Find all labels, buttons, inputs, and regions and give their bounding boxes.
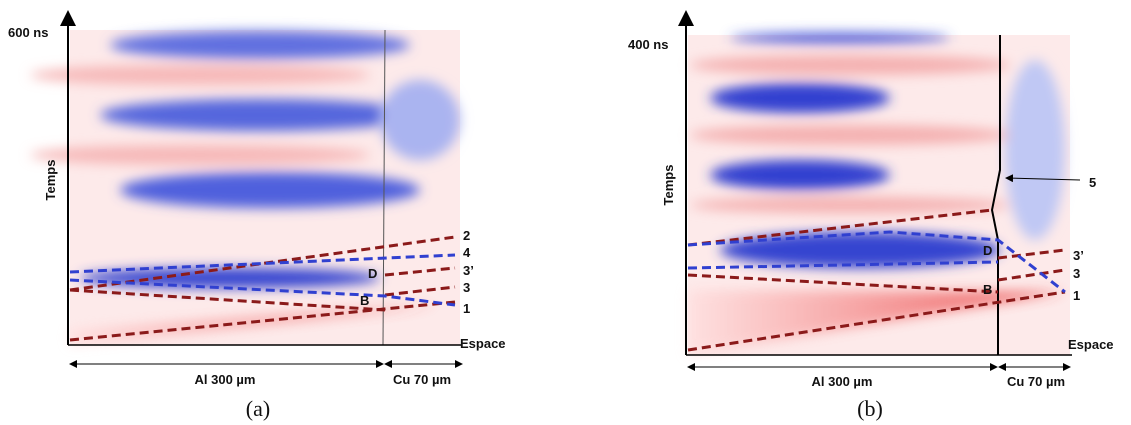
wave (997, 268, 1066, 282)
wave (687, 208, 993, 247)
blue-bands (690, 33, 1065, 268)
wave (69, 278, 456, 307)
wave (687, 290, 1066, 352)
blue-bands (30, 31, 460, 288)
wave (69, 253, 456, 274)
point-label: B (983, 282, 992, 297)
caption: (a) (246, 396, 270, 421)
wave (997, 248, 1066, 260)
material: Al 300 µm (812, 374, 873, 389)
caption: (b) (857, 396, 883, 421)
point-label: B (360, 293, 369, 308)
wave (687, 260, 999, 270)
wave (69, 235, 456, 292)
wave (687, 230, 1066, 294)
wave-label: 3’ (463, 263, 474, 278)
x-label: Espace (460, 336, 506, 351)
point-label: D (368, 266, 377, 281)
wave (384, 266, 456, 277)
wave (69, 288, 386, 312)
point-label: D (983, 243, 992, 258)
wave-label: 3 (1073, 266, 1080, 281)
arrow (1005, 174, 1081, 183)
wave-label: 2 (463, 228, 470, 243)
wave (687, 273, 999, 294)
y-label: Temps (661, 165, 676, 206)
red-wedge (70, 305, 440, 345)
wave-label: 4 (463, 245, 471, 260)
wave-label: 1 (463, 301, 470, 316)
wave-label: 5 (1089, 175, 1096, 190)
wave-label: 3 (463, 280, 470, 295)
interface (990, 35, 1001, 355)
material: Al 300 µm (195, 372, 256, 387)
material: Cu 70 µm (393, 372, 451, 387)
wave-label: 3’ (1073, 248, 1084, 263)
x-label: Espace (1068, 337, 1114, 352)
wave-label: 1 (1073, 288, 1080, 303)
wave (69, 300, 456, 342)
material: Cu 70 µm (1007, 374, 1065, 389)
interface (382, 29, 386, 346)
time-label: 600 ns (8, 25, 48, 40)
panel-b: 400 ns Temps Espace Al 300 µm Cu 70 µm 5… (628, 10, 1114, 421)
time-label: 400 ns (628, 37, 668, 52)
wave (384, 285, 456, 297)
y-label: Temps (43, 160, 58, 201)
panel-a: 600 ns Temps Espace Al 300 µm Cu 70 µm 2… (8, 10, 506, 421)
